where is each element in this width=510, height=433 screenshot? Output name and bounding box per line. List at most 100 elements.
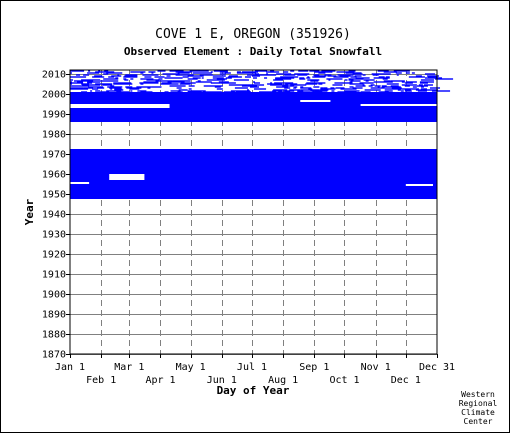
y-tick-label: 1890 [42,310,66,321]
snow-record [158,78,163,80]
snow-record [76,74,81,76]
snow-record [306,82,326,84]
snow-record [77,81,84,83]
snow-record [423,84,433,86]
snow-record [116,91,130,93]
snow-record [109,87,122,89]
snow-record [241,85,258,87]
x-tick-label: May 1 [176,362,206,373]
snow-record [344,90,360,92]
snow-record [412,86,417,88]
snow-record [404,82,413,84]
snow-record [83,74,90,76]
snow-record [210,82,221,84]
snow-record [220,82,236,84]
snow-record [254,82,261,84]
snow-record [114,88,123,90]
snow-record [355,85,366,87]
snow-record [297,90,304,92]
snow-record [300,86,304,88]
credit-block: Western Regional Climate Center [459,390,498,426]
snow-record [111,75,122,77]
snow-record [175,74,194,76]
snow-record [390,80,405,82]
snow-record [305,83,318,85]
snow-record [266,73,269,75]
snow-record [210,71,213,73]
snow-record [216,78,227,80]
snow-record [381,85,387,87]
snow-record [384,90,393,92]
snow-record [337,91,357,93]
snow-record [337,74,354,76]
snow-record [160,83,179,85]
snow-record [324,74,332,76]
x-axis-ticks: Jan 1 Mar 1 May 1 Jul 1 Sep 1 Nov 1 Dec 31 Feb … [55,354,455,386]
snow-record [95,90,101,92]
snow-record [175,71,192,73]
snow-record [110,85,115,87]
snow-record [223,91,235,93]
snow-record [257,74,277,76]
snow-record [309,70,320,72]
snow-record [234,87,248,89]
snow-record [140,91,153,93]
snow-record [401,88,419,90]
snow-record [248,76,251,78]
snow-record [195,81,212,83]
snow-record [140,78,154,80]
snow-record [385,76,390,78]
snow-record [404,85,410,87]
snow-record [219,71,228,73]
snow-record [88,70,91,72]
snow-record [225,77,232,79]
snow-record [424,77,443,79]
snow-record [212,77,224,79]
snow-record [377,70,389,72]
snow-record [275,77,295,79]
snow-record [87,82,93,84]
snow-record [147,87,151,89]
snow-record [290,70,295,72]
snow-record [336,71,355,73]
y-axis-ticks: 1870 1880 1890 1900 1910 1920 1930 1940 1950 1960… [42,70,70,361]
snow-record [365,80,369,82]
snow-record [348,79,354,81]
snow-record [416,85,428,87]
snow-record [251,75,261,77]
credit-line-1: Western [461,390,495,399]
snow-record [297,74,308,76]
y-tick-label: 1940 [42,210,66,221]
snow-record [300,87,312,89]
snow-record [404,90,412,92]
snow-record [178,89,188,91]
y-axis-label: Year [23,198,36,225]
snow-record [117,74,120,76]
snow-record [331,90,335,92]
snow-record [312,91,323,93]
snow-record [400,90,404,92]
snow-record [142,74,159,76]
x-axis-label: Day of Year [217,384,290,397]
snow-record [97,87,105,89]
snow-record [332,84,343,86]
snow-record [318,83,323,85]
y-tick-label: 1870 [42,350,66,361]
snow-record [321,70,336,72]
snow-record [314,90,328,92]
snow-record [103,73,109,75]
snow-record [100,91,110,93]
snow-record [70,70,85,72]
snow-record [373,81,393,83]
snow-record [368,85,373,87]
snow-record [169,85,186,87]
snow-record [327,75,337,77]
snow-record [143,81,159,83]
snow-record [381,86,401,88]
snow-record [255,70,268,72]
snow-record [298,70,309,72]
snow-record [235,91,251,93]
snow-record [70,81,73,83]
snow-record [177,91,183,93]
snow-record [146,79,160,81]
